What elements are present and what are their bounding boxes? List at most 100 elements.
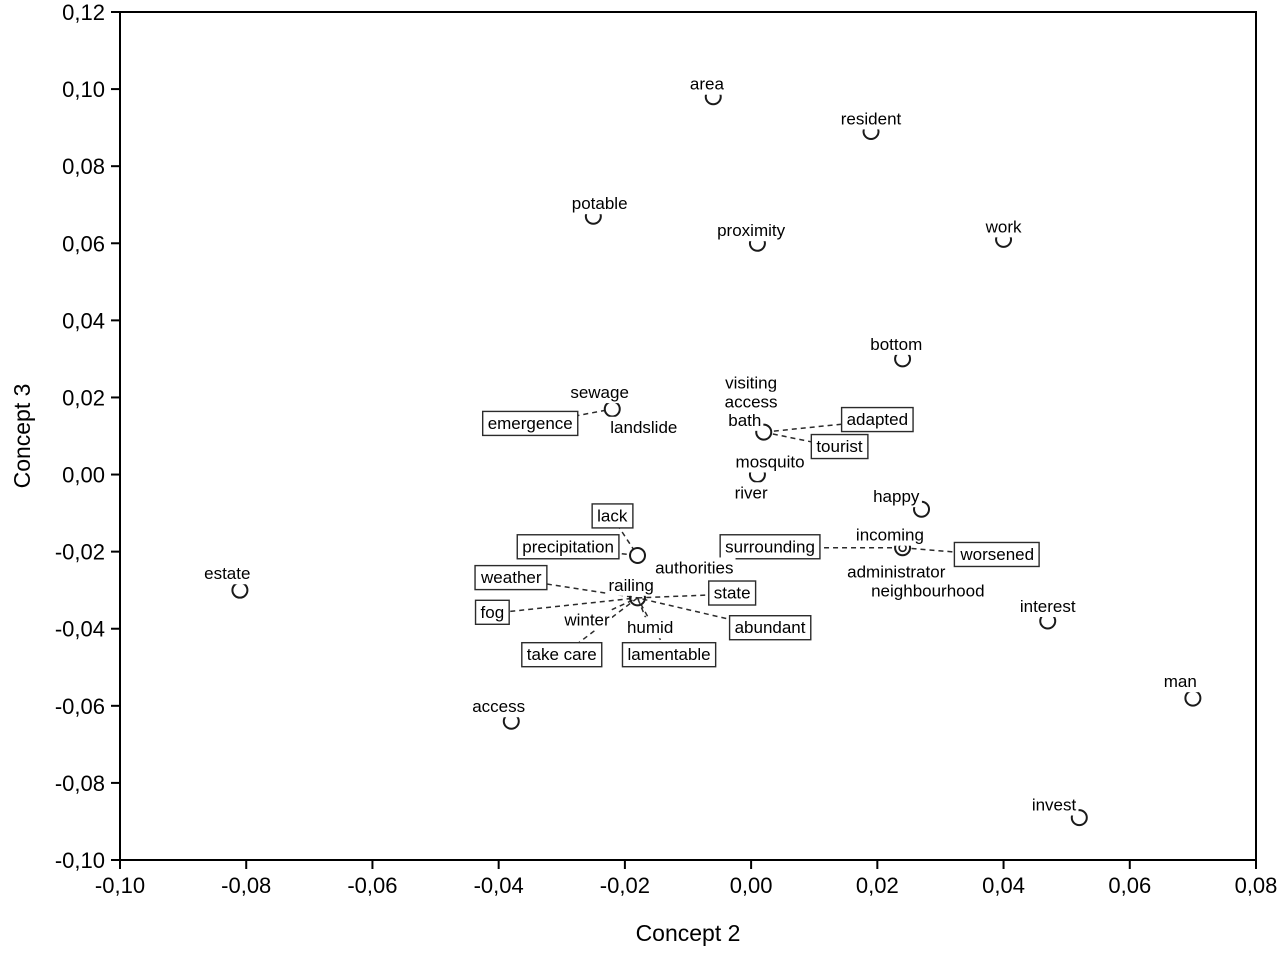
boxed-label-surrounding-label: surrounding (719, 534, 821, 560)
point-label-mosquito-label: mosquito (733, 451, 807, 473)
point-label-resident-label: resident (838, 108, 904, 130)
point-label-neighbourhood-label: neighbourhood (869, 580, 987, 602)
label-bg (569, 193, 630, 215)
label-text: worsened (959, 545, 1034, 564)
label-text: landslide (610, 418, 677, 437)
y-axis-title: Concept 3 (9, 384, 35, 489)
label-text: fog (481, 603, 505, 622)
y-tick-label: 0,08 (62, 154, 105, 179)
x-tick-label: -0,10 (95, 873, 145, 898)
label-text: access (472, 697, 525, 716)
label-bg (868, 333, 925, 355)
point-label-visiting-label: visiting (723, 372, 780, 394)
boxed-label-worsened-label: worsened (953, 541, 1040, 568)
label-bg (687, 73, 727, 95)
leader-line-humid-label-to-railing (636, 597, 651, 630)
label-box (591, 503, 634, 529)
label-bg (871, 486, 922, 508)
point-label-interest-label: interest (1017, 596, 1078, 618)
label-text: lack (597, 506, 628, 525)
point-label-humid-label: humid (624, 617, 676, 639)
x-tick-label: -0,06 (347, 873, 397, 898)
leader-line-worsened-label-to-incoming (902, 547, 998, 557)
x-tick-label: 0,00 (730, 873, 773, 898)
point-label-bath-label: bath (726, 409, 764, 431)
y-tick-label: 0,12 (62, 0, 105, 25)
y-tick-label: -0,08 (55, 771, 105, 796)
boxed-label-emergence-label: emergence (481, 410, 579, 437)
label-text: lamentable (627, 645, 710, 664)
label-box (953, 541, 1040, 568)
label-text: river (735, 483, 768, 502)
label-text: winter (563, 611, 610, 630)
label-text: tourist (816, 437, 863, 456)
label-bg (561, 609, 613, 631)
y-tick-label: 0,10 (62, 77, 105, 102)
label-box (621, 641, 717, 668)
label-bg (733, 451, 807, 473)
label-bg (845, 561, 948, 583)
label-bg (606, 574, 656, 596)
point-label-authorities-label: authorities (653, 557, 736, 579)
labels-layer: area resident potable proximity work bottom se… (202, 73, 1199, 816)
label-bg (732, 482, 770, 504)
label-text: interest (1020, 597, 1076, 616)
point-label-man-label: man (1161, 671, 1199, 693)
boxed-label-precipitation-label: precipitation (516, 534, 620, 560)
axes-layer: -0,10 -0,08 -0,06 -0,04 -0,02 0,00 0,02 0,04 0,0… (55, 0, 1278, 898)
x-tick-label: 0,08 (1235, 873, 1278, 898)
label-bg (202, 563, 253, 585)
y-tick-label: -0,04 (55, 617, 105, 642)
data-point-authorities (629, 546, 647, 564)
label-text: resident (841, 109, 902, 128)
y-tick-label: -0,02 (55, 540, 105, 565)
label-text: precipitation (522, 537, 614, 556)
point-label-railing-label: railing (606, 574, 656, 596)
boxed-label-state-label: state (708, 580, 757, 606)
label-text: mosquito (736, 452, 805, 471)
boxed-label-weather-label: weather (474, 564, 548, 591)
boxed-label-lack-label: lack (591, 503, 634, 529)
point-label-administrator-label: administrator (845, 561, 948, 583)
y-tick-label: 0,06 (62, 231, 105, 256)
label-bg (1029, 794, 1079, 816)
label-box (728, 615, 812, 641)
x-tick-label: 0,04 (982, 873, 1025, 898)
label-text: take care (527, 645, 597, 664)
label-bg (624, 617, 676, 639)
label-text: adapted (847, 410, 908, 429)
label-text: proximity (717, 221, 786, 240)
point-label-bottom-label: bottom (868, 333, 925, 355)
x-tick-label: -0,08 (221, 873, 271, 898)
x-tick-label: -0,02 (600, 873, 650, 898)
leader-line-state-label-to-railing (637, 593, 733, 599)
data-point-man (1184, 689, 1202, 707)
label-text: surrounding (725, 537, 815, 556)
boxed-label-tourist-label: tourist (810, 433, 869, 460)
label-box (474, 599, 510, 625)
label-text: administrator (847, 562, 946, 581)
y-tick-label: -0,10 (55, 848, 105, 873)
label-text: emergence (488, 414, 573, 433)
label-text: humid (627, 618, 673, 637)
point-label-estate-label: estate (202, 563, 253, 585)
y-tick-label: 0,04 (62, 308, 105, 333)
label-text: sewage (570, 383, 629, 402)
label-box (481, 410, 579, 437)
label-bg (722, 391, 780, 413)
label-box (708, 580, 757, 606)
boxed-label-lamentable-label: lamentable (621, 641, 717, 668)
label-text: work (985, 217, 1022, 236)
points-layer (231, 88, 1202, 827)
label-box (810, 433, 869, 460)
label-text: bath (728, 411, 761, 430)
label-text: incoming (856, 526, 924, 545)
boxed-label-adapted-label: adapted (840, 406, 914, 433)
label-text: bottom (870, 335, 922, 354)
label-bg (608, 416, 680, 438)
point-label-access-top-label: access (722, 391, 780, 413)
label-bg (1017, 596, 1078, 618)
x-axis-title: Concept 2 (636, 920, 741, 946)
label-text: state (714, 584, 751, 603)
label-text: authorities (655, 558, 733, 577)
